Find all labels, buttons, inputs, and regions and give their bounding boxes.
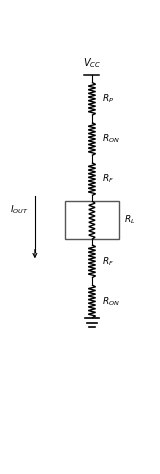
Text: $R_F$: $R_F$ <box>102 173 114 185</box>
Text: $R_P$: $R_P$ <box>102 92 114 105</box>
Text: $R_{ON}$: $R_{ON}$ <box>102 295 120 308</box>
Text: $V_{CC}$: $V_{CC}$ <box>83 56 101 70</box>
Text: $R_{ON}$: $R_{ON}$ <box>102 133 120 145</box>
Text: $R_L$: $R_L$ <box>124 214 136 227</box>
Bar <box>65 201 119 239</box>
Text: $R_F$: $R_F$ <box>102 255 114 267</box>
Text: $I_{OUT}$: $I_{OUT}$ <box>10 204 29 217</box>
